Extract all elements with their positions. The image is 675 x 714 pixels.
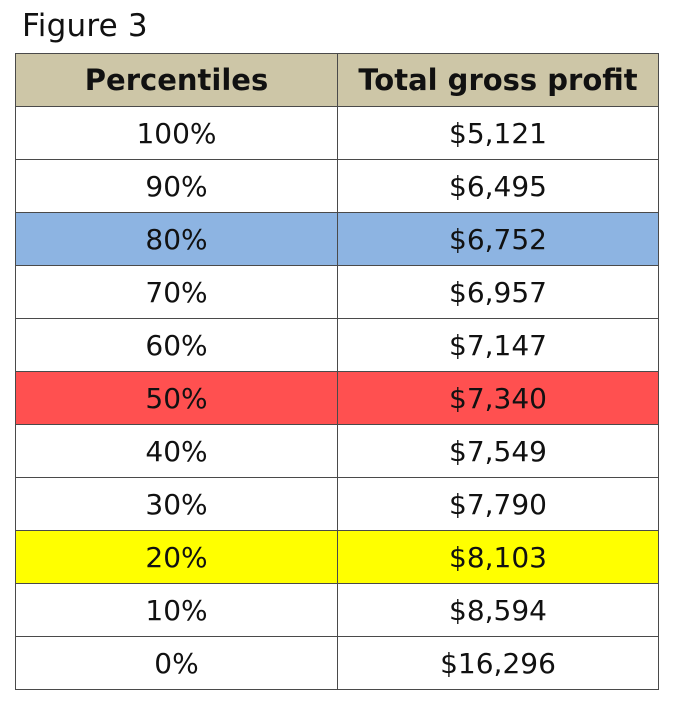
gross-profit-cell: $7,340 (337, 371, 659, 425)
table-row: 30% $7,790 (15, 477, 659, 531)
gross-profit-cell: $7,549 (337, 424, 659, 478)
percentile-cell: 90% (15, 159, 338, 213)
gross-profit-cell: $7,147 (337, 318, 659, 372)
column-header-total-gross-profit: Total gross profit (337, 53, 659, 107)
percentile-cell: 60% (15, 318, 338, 372)
figure-title: Figure 3 (22, 8, 148, 44)
table-row: 20% $8,103 (15, 530, 659, 584)
percentile-profit-table: Percentiles Total gross profit 100% $5,12… (15, 53, 659, 690)
gross-profit-cell: $6,495 (337, 159, 659, 213)
gross-profit-cell: $6,752 (337, 212, 659, 266)
percentile-cell: 40% (15, 424, 338, 478)
percentile-cell: 70% (15, 265, 338, 319)
percentile-cell: 30% (15, 477, 338, 531)
table-header-row: Percentiles Total gross profit (15, 53, 659, 107)
gross-profit-cell: $8,594 (337, 583, 659, 637)
gross-profit-cell: $8,103 (337, 530, 659, 584)
gross-profit-cell: $16,296 (337, 636, 659, 690)
table-row: 0% $16,296 (15, 636, 659, 690)
table-row: 60% $7,147 (15, 318, 659, 372)
column-header-percentiles: Percentiles (15, 53, 338, 107)
percentile-cell: 100% (15, 106, 338, 160)
table-body: 100% $5,121 90% $6,495 80% $6,752 70% $6,957 60%… (15, 106, 659, 690)
gross-profit-cell: $6,957 (337, 265, 659, 319)
gross-profit-cell: $7,790 (337, 477, 659, 531)
percentile-cell: 80% (15, 212, 338, 266)
table-row: 100% $5,121 (15, 106, 659, 160)
table-row: 40% $7,549 (15, 424, 659, 478)
gross-profit-cell: $5,121 (337, 106, 659, 160)
percentile-cell: 50% (15, 371, 338, 425)
table-row: 50% $7,340 (15, 371, 659, 425)
percentile-cell: 10% (15, 583, 338, 637)
table-row: 80% $6,752 (15, 212, 659, 266)
table-row: 90% $6,495 (15, 159, 659, 213)
table-row: 10% $8,594 (15, 583, 659, 637)
table-row: 70% $6,957 (15, 265, 659, 319)
percentile-cell: 0% (15, 636, 338, 690)
percentile-cell: 20% (15, 530, 338, 584)
